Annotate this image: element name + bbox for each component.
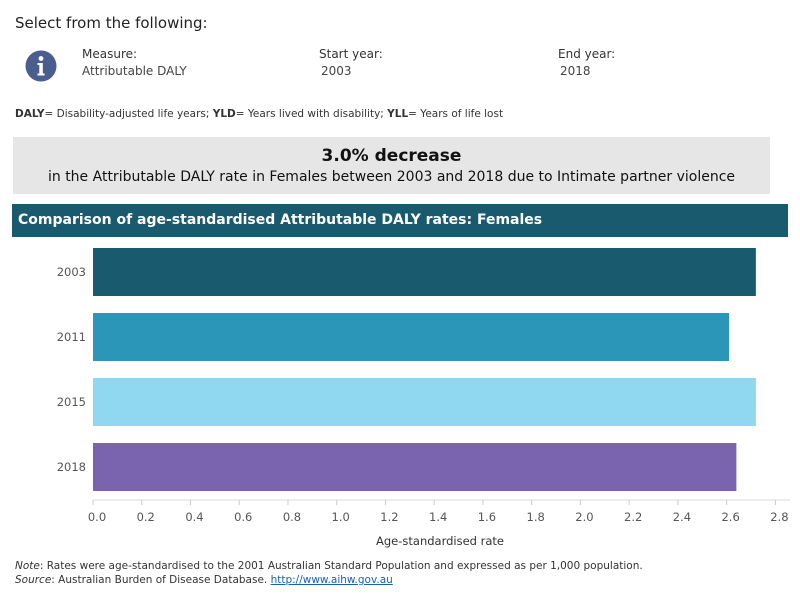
category-label-2003: 2003 xyxy=(57,265,86,279)
note-text: : Rates were age-standardised to the 200… xyxy=(39,560,643,572)
x-tick-label: 1.6 xyxy=(478,510,496,524)
source-text: : Australian Burden of Disease Database. xyxy=(51,574,271,586)
bar-chart: 2003 2011 2015 2018 0.0 0.2 0.4 0.6 0.8 1.0 1.2 1.… xyxy=(57,248,790,548)
end-year-dropdown[interactable]: 2018 xyxy=(560,64,591,78)
x-tick-label: 1.4 xyxy=(429,510,447,524)
x-tick-label: 0.2 xyxy=(137,510,155,524)
x-tick-label: 1.0 xyxy=(332,510,350,524)
bars-group xyxy=(93,248,756,491)
glossary-yld-text: = Years lived with disability; xyxy=(235,108,388,120)
glossary: DALY= Disability-adjusted life years; YL… xyxy=(15,108,503,120)
x-tick-label: 1.2 xyxy=(380,510,398,524)
chart-header: Comparison of age-standardised Attributa… xyxy=(12,204,788,237)
source-link[interactable]: http://www.aihw.gov.au xyxy=(270,574,393,586)
glossary-yll-text: = Years of life lost xyxy=(408,108,504,120)
bar-2011[interactable] xyxy=(93,313,730,361)
x-tick-label: 0.0 xyxy=(88,510,106,524)
x-tick-label: 2.4 xyxy=(673,510,691,524)
footnotes: Note: Rates were age-standardised to the… xyxy=(15,559,643,587)
x-tick-label: 2.6 xyxy=(721,510,739,524)
x-tick-label: 2.2 xyxy=(624,510,642,524)
note-line: Note: Rates were age-standardised to the… xyxy=(15,559,643,573)
end-year-label: End year: xyxy=(558,47,616,61)
category-labels-group: 2003 2011 2015 2018 xyxy=(57,265,86,474)
measure-label: Measure: xyxy=(82,47,138,61)
bar-2018[interactable] xyxy=(93,443,737,491)
banner-detail: in the Attributable DALY rate in Females… xyxy=(47,169,736,185)
bar-2003[interactable] xyxy=(93,248,756,296)
bar-2015[interactable] xyxy=(93,378,756,426)
start-year-label: Start year: xyxy=(319,47,383,61)
x-tick-label: 2.0 xyxy=(575,510,593,524)
x-ticks-group: 0.0 0.2 0.4 0.6 0.8 1.0 1.2 1.4 1.6 1.8 2.0 2.2 2.4 2… xyxy=(88,500,789,524)
glossary-yll-key: YLL xyxy=(387,108,409,120)
source-line: Source: Australian Burden of Disease Dat… xyxy=(15,573,643,587)
category-label-2018: 2018 xyxy=(57,460,86,474)
category-label-2015: 2015 xyxy=(57,395,86,409)
x-tick-label: 0.4 xyxy=(185,510,203,524)
x-tick-label: 0.8 xyxy=(283,510,301,524)
measure-dropdown[interactable]: Attributable DALY xyxy=(82,64,187,78)
info-icon[interactable] xyxy=(25,50,57,82)
banner-headline: 3.0% decrease xyxy=(321,146,462,166)
select-title: Select from the following: xyxy=(15,14,208,32)
note-label: Note xyxy=(15,560,40,572)
x-tick-label: 2.8 xyxy=(770,510,788,524)
category-label-2011: 2011 xyxy=(57,330,86,344)
source-label: Source xyxy=(15,574,52,586)
x-axis-label: Age-standardised rate xyxy=(376,534,504,548)
x-tick-label: 1.8 xyxy=(527,510,545,524)
summary-banner: 3.0% decrease in the Attributable DALY r… xyxy=(13,137,770,194)
start-year-dropdown[interactable]: 2003 xyxy=(321,64,352,78)
glossary-daly-key: DALY xyxy=(15,108,45,120)
x-tick-label: 0.6 xyxy=(234,510,252,524)
glossary-yld-key: YLD xyxy=(212,108,236,120)
glossary-daly-text: = Disability-adjusted life years; xyxy=(44,108,213,120)
